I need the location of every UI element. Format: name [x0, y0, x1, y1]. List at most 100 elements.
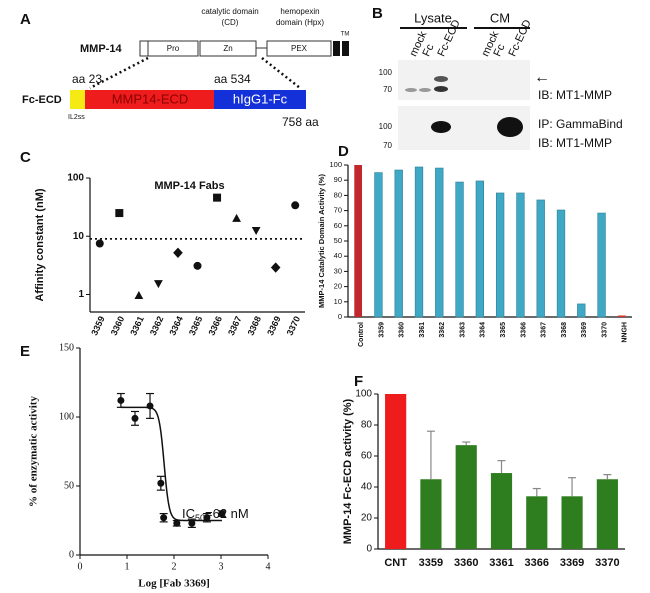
length-label: 758 aa [282, 115, 319, 129]
tm-box [333, 41, 340, 56]
group-label: CM [490, 10, 510, 25]
y-tick-label: 150 [59, 342, 74, 353]
tm-box [342, 41, 349, 56]
y-tick-label: 0 [69, 549, 74, 560]
domain-label: hemopexin [280, 7, 319, 16]
x-tick-label: 3362 [148, 315, 166, 337]
data-point [203, 514, 211, 522]
x-tick-label: 3366 [206, 315, 224, 337]
x-tick-label: 3365 [500, 322, 507, 338]
band [405, 88, 417, 92]
blot-caption: IB: MT1-MMP [538, 88, 612, 102]
domain-name: Pro [167, 44, 180, 53]
mw-marker: 70 [383, 141, 392, 150]
y-tick-label: 80 [361, 420, 373, 431]
bar [455, 181, 464, 318]
y-tick-label: 40 [334, 251, 342, 260]
y-tick-label: 100 [59, 411, 74, 422]
bar [516, 192, 525, 318]
x-tick-label: 2 [172, 561, 177, 572]
fc-label: hIgG1-Fc [233, 91, 288, 106]
blot-image [398, 60, 530, 100]
bar [536, 199, 545, 318]
panel-label: E [20, 343, 30, 360]
x-tick-label: 3367 [541, 322, 548, 338]
bar [526, 496, 548, 549]
ecd-label: MMP14-ECD [112, 91, 189, 106]
panel-label: D [338, 143, 349, 160]
x-tick-label: 0 [78, 561, 83, 572]
fit-curve [120, 406, 222, 522]
band [497, 117, 523, 137]
mw-marker: 70 [383, 85, 392, 94]
error-bar [497, 460, 506, 474]
data-point [291, 201, 300, 210]
dotted-connector [89, 56, 149, 90]
x-tick-label: Control [358, 322, 365, 347]
data-point [173, 519, 181, 527]
band [419, 88, 431, 92]
x-tick-label: 3368 [246, 315, 264, 337]
domain-box [266, 40, 332, 57]
y-tick-label: 50 [334, 236, 342, 245]
fc-box [214, 90, 306, 109]
mw-marker: 100 [379, 122, 393, 131]
x-tick-label: 3365 [187, 315, 205, 337]
data-point [146, 402, 154, 410]
bar [475, 180, 485, 318]
bar [354, 165, 362, 317]
bar [385, 394, 407, 549]
bar [561, 496, 583, 549]
x-tick-label: 3360 [109, 315, 127, 337]
x-tick-label: 3369 [581, 322, 588, 338]
x-tick-label: 3364 [167, 315, 185, 337]
y-tick-label: 100 [355, 389, 372, 400]
band [434, 86, 448, 92]
data-point [117, 396, 125, 404]
data-point [157, 479, 165, 487]
panel-label: F [354, 373, 363, 390]
x-tick-label: 3366 [525, 557, 549, 569]
y-tick-label: 80 [334, 190, 342, 199]
y-axis-label: MMP-14 Catalytic Domain Activity (%) [317, 174, 326, 308]
annotation: IC50=62 nM [182, 506, 249, 523]
blot-caption: IP: GammaBind [538, 117, 623, 131]
y-tick-label: 60 [334, 221, 342, 230]
x-tick-label: 3361 [128, 315, 146, 337]
bar [596, 479, 618, 549]
y-tick-label: 10 [334, 297, 342, 306]
domain-name: Zn [223, 44, 232, 53]
panel-label: A [20, 11, 31, 28]
x-tick-label: NNGH [622, 322, 629, 343]
data-point [131, 414, 139, 422]
x-tick-label: 3369 [265, 315, 283, 337]
y-axis-label: Affinity constant (nM) [34, 188, 46, 301]
domain-label: catalytic domain [201, 7, 258, 16]
x-tick-label: 3364 [480, 322, 487, 338]
x-tick-label: 3363 [459, 322, 466, 338]
y-tick-label: 20 [334, 282, 342, 291]
x-tick-label: 3359 [419, 557, 443, 569]
error-bar [532, 487, 541, 497]
x-axis-label: Log [Fab 3369] [138, 578, 210, 590]
data-point [95, 239, 104, 248]
y-tick-label: 70 [334, 206, 342, 215]
domain-box [147, 40, 199, 57]
panel-label: B [372, 5, 383, 22]
y-tick-label: 40 [361, 482, 373, 493]
x-tick-label: 3368 [561, 322, 568, 338]
domain-box [139, 40, 149, 57]
y-tick-label: 1 [78, 289, 84, 300]
residue-label: aa 23 [72, 72, 102, 86]
data-point [251, 226, 261, 235]
domain-label: (CD) [222, 18, 239, 27]
annotation-text: =62 nM [205, 506, 249, 521]
x-tick-label: 3361 [489, 557, 513, 569]
data-point [193, 261, 202, 270]
construct-name: Fc-ECD [22, 94, 62, 106]
y-tick-label: 50 [64, 480, 74, 491]
bar [490, 473, 513, 549]
x-tick-label: 3370 [601, 322, 608, 338]
x-tick-label: CNT [384, 557, 407, 569]
